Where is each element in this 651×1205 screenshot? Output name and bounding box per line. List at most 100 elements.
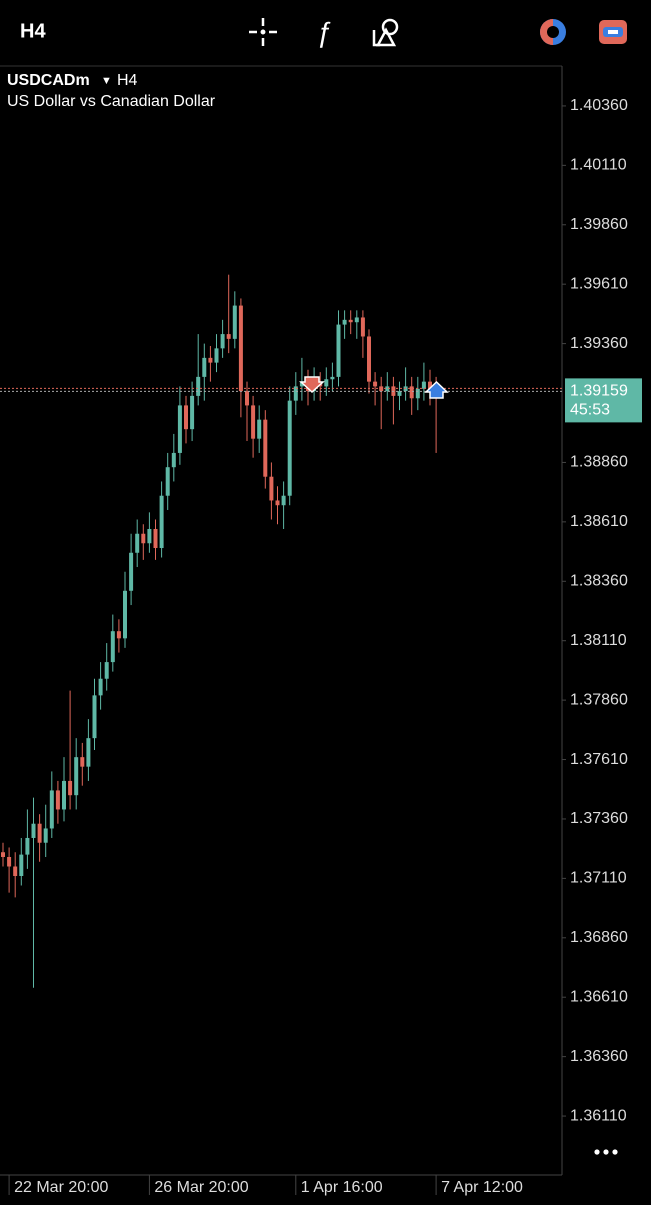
candle-body <box>330 376 335 380</box>
candle-body <box>226 334 231 339</box>
y-tick-label: 1.36610 <box>570 988 628 1005</box>
candle-body <box>129 552 134 591</box>
candle-body <box>299 381 304 387</box>
candle-body <box>104 662 109 679</box>
candle-body <box>147 528 152 544</box>
y-tick-label: 1.40110 <box>570 157 627 174</box>
candle-body <box>287 400 292 496</box>
candle-body <box>62 780 66 810</box>
y-tick-label: 1.36110 <box>570 1107 627 1124</box>
candle-body <box>153 528 158 549</box>
candle-body <box>275 500 280 506</box>
candle-body <box>80 757 85 767</box>
candle-body <box>354 317 359 323</box>
candle-body <box>31 823 36 838</box>
candle-body <box>367 336 371 382</box>
candle-body <box>184 405 188 430</box>
candle-body <box>55 790 60 810</box>
candle-body <box>68 780 73 796</box>
candle-body <box>428 381 432 392</box>
candle-body <box>269 476 274 501</box>
account-button[interactable] <box>599 20 627 44</box>
candle-body <box>208 357 213 363</box>
candle-body <box>13 866 18 877</box>
x-tick-label: 26 Mar 20:00 <box>154 1179 248 1196</box>
symbol-timeframe: H4 <box>117 72 138 89</box>
candle-body <box>220 334 225 349</box>
symbol-dropdown-icon[interactable]: ▼ <box>101 75 112 87</box>
candle-body <box>165 467 170 496</box>
candle-body <box>373 381 378 387</box>
y-tick-label: 1.39360 <box>570 335 628 352</box>
candle-body <box>202 357 207 377</box>
price-label: 1.39159 <box>570 383 628 400</box>
x-tick-label: 7 Apr 12:00 <box>441 1179 523 1196</box>
candle-body <box>360 317 365 337</box>
countdown-label: 45:53 <box>570 402 610 419</box>
symbol-description: US Dollar vs Canadian Dollar <box>7 93 216 110</box>
candle-body <box>116 631 121 639</box>
candle-body <box>159 495 164 549</box>
candle-body <box>43 828 48 843</box>
candle-body <box>257 419 262 439</box>
candle-body <box>49 790 54 829</box>
candle-body <box>141 533 146 544</box>
candle-body <box>293 386 298 401</box>
y-tick-label: 1.37360 <box>570 810 628 827</box>
x-tick-label: 22 Mar 20:00 <box>14 1179 108 1196</box>
candle-body <box>171 452 176 468</box>
indicators-button[interactable]: ƒ <box>316 16 332 47</box>
y-tick-label: 1.39860 <box>570 216 628 233</box>
candle-body <box>1 852 5 857</box>
y-tick-label: 1.38860 <box>570 454 628 471</box>
y-tick-label: 1.40360 <box>570 97 628 114</box>
candle-body <box>123 590 127 639</box>
candle-body <box>74 757 79 796</box>
candle-body <box>415 388 420 399</box>
candle-body <box>92 695 97 739</box>
candle-body <box>421 381 426 389</box>
candle-body <box>190 395 195 430</box>
symbol[interactable]: USDCADm <box>7 72 90 89</box>
candle-body <box>336 324 341 377</box>
candle-body <box>324 379 329 387</box>
candle-body <box>98 678 103 696</box>
candle-body <box>196 376 201 396</box>
candle-body <box>135 533 140 553</box>
candle-body <box>348 319 353 323</box>
crosshair-button[interactable] <box>249 18 277 46</box>
candle-body <box>238 305 243 392</box>
candle-body <box>342 319 347 325</box>
candle-body <box>397 391 402 396</box>
candle-body <box>214 348 219 363</box>
candle-body <box>409 386 414 399</box>
y-tick-label: 1.38610 <box>570 513 628 530</box>
candle-body <box>19 854 24 877</box>
y-tick-label: 1.37110 <box>570 870 627 887</box>
candle-body <box>385 386 390 392</box>
candle-body <box>232 305 237 339</box>
candle-body <box>251 405 256 439</box>
candle-body <box>177 405 182 453</box>
timeframe-button[interactable]: H4 <box>20 20 46 42</box>
buy-marker <box>424 380 449 399</box>
price-label-box <box>565 378 642 423</box>
candle-body <box>245 391 249 406</box>
candle-body <box>25 837 30 855</box>
y-tick-label: 1.36860 <box>570 929 628 946</box>
objects-button[interactable] <box>372 18 399 47</box>
candle-body <box>37 823 42 843</box>
y-tick-label: 1.39610 <box>570 275 628 292</box>
y-tick-label: 1.36360 <box>570 1048 628 1065</box>
sell-marker <box>299 376 325 394</box>
candle-body <box>281 495 286 506</box>
y-tick-label: 1.37860 <box>570 691 628 708</box>
y-tick-label: 1.38360 <box>570 573 628 590</box>
candle-body <box>110 631 115 663</box>
x-tick-label: 1 Apr 16:00 <box>301 1179 383 1196</box>
more-button[interactable] <box>594 1149 618 1155</box>
trade-button[interactable] <box>540 19 566 45</box>
candle-body <box>7 856 12 867</box>
